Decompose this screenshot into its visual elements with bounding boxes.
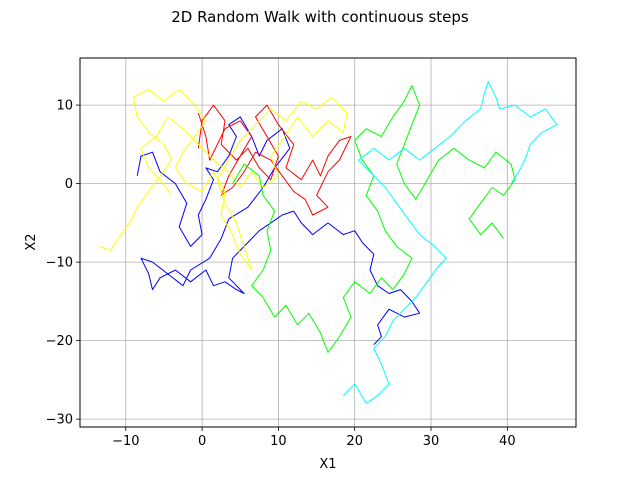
x-tick-label: 20 xyxy=(346,434,363,449)
x-tick-label: 0 xyxy=(198,434,206,449)
y-tick-label: −30 xyxy=(46,413,73,428)
plot-frame xyxy=(79,57,577,428)
series-group xyxy=(98,81,558,404)
y-tick-label: −10 xyxy=(46,256,73,271)
series-line-2 xyxy=(197,104,352,216)
y-tick-label: 10 xyxy=(56,99,73,114)
x-tick-label: 10 xyxy=(270,434,287,449)
y-tick-label: −20 xyxy=(46,334,73,349)
x-tick-label: 30 xyxy=(423,434,440,449)
x-axis-title: X1 xyxy=(319,457,336,472)
series-line-3 xyxy=(98,88,348,271)
series-line-5 xyxy=(342,81,558,404)
y-axis-title: X2 xyxy=(24,233,39,250)
series-line-4 xyxy=(232,85,516,353)
x-tick-label: 40 xyxy=(499,434,516,449)
y-tick-label: 0 xyxy=(65,177,73,192)
x-tick-label: −10 xyxy=(112,434,139,449)
chart-title: 2D Random Walk with continuous steps xyxy=(171,8,469,26)
axis-ticks: −10 0 10 20 30 40 −30 −20 −10 0 10 xyxy=(46,99,516,449)
grid-lines xyxy=(80,58,576,427)
